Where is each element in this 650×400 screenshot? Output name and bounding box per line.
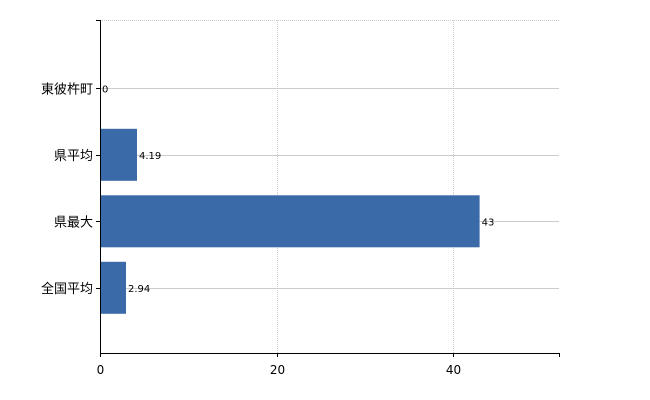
x-tick-label-0: 0 [97,363,105,377]
value-labels: 0 4.19 43 2.94 [102,84,494,295]
bar-2 [101,195,480,248]
bar-3 [101,261,126,314]
category-label-0: 東彼杵町 [41,81,93,97]
value-label-0: 0 [102,84,108,95]
x-tick-label-1: 20 [270,363,285,377]
gridlines [100,20,559,353]
bars [101,128,480,314]
category-label-2: 県最大 [54,215,93,230]
category-label-1: 県平均 [54,149,93,164]
bar-1 [101,128,137,181]
x-axis-ticks: 0 20 40 [97,353,461,377]
x-tick-label-2: 40 [446,363,461,377]
category-label-3: 全国平均 [41,281,93,297]
value-label-1: 4.19 [139,151,161,162]
value-label-3: 2.94 [128,284,150,295]
value-label-2: 43 [482,217,495,228]
